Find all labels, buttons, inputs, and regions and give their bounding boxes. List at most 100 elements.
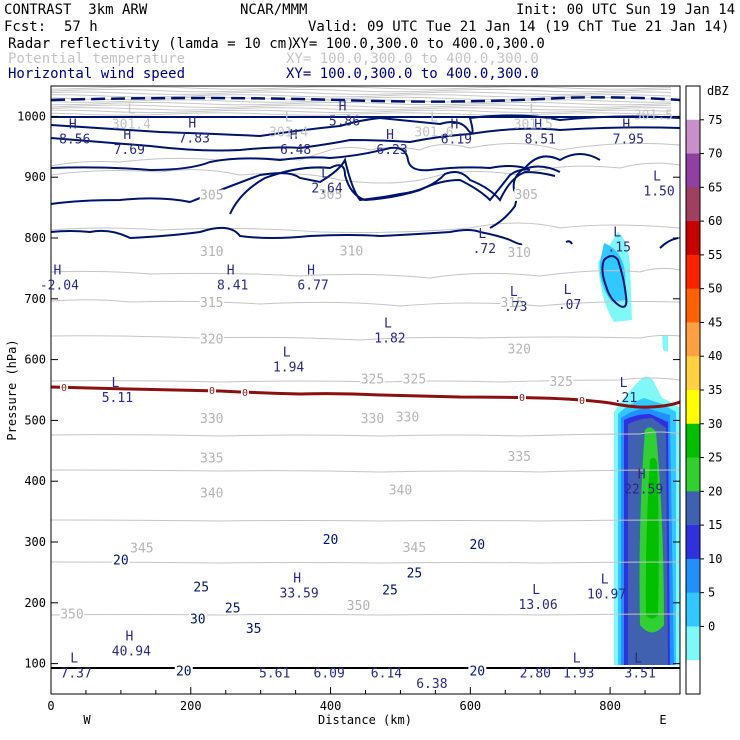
theta-label: 325 [361, 373, 384, 388]
theta-label: 305 [515, 188, 538, 203]
extremum-value: 3.51 [625, 667, 656, 682]
theta-band-line [51, 99, 672, 103]
extremum-value: .73 [504, 300, 527, 315]
theta-extremum-marker: L [285, 110, 293, 125]
colorbar-label: 30 [708, 417, 722, 431]
theta-extremum-marker: L [127, 103, 135, 118]
theta-band-line [51, 104, 672, 108]
theta-label: 340 [200, 486, 223, 501]
colorbar-label: 70 [708, 147, 722, 161]
extremum-value: 13.06 [519, 598, 558, 613]
x-tick-label: 0 [47, 699, 54, 713]
extremum-marker: H [188, 117, 196, 132]
theta-labels: 350 350 345 345 340 340 335 335 330 330 330 325 325 3… [59, 188, 574, 622]
wind-label-bg [468, 539, 487, 552]
wind-label-bg [174, 665, 193, 678]
zero-degree-line [51, 385, 680, 409]
extremum-value: 10.97 [587, 588, 626, 603]
theta-label: 325 [403, 373, 426, 388]
extremum-marker: L [111, 376, 119, 391]
wind-label: 25 [225, 601, 241, 616]
theta-label-bg [199, 333, 224, 346]
colorbar-title: dBZ [707, 84, 729, 98]
colorbar-label: 15 [708, 518, 722, 532]
extremum-value: .15 [607, 240, 630, 255]
extremum-value: 8.51 [525, 133, 556, 148]
title-center: NCAR/MMM [240, 2, 308, 18]
theta-band-line [51, 101, 672, 106]
wind-label: 20 [469, 538, 485, 553]
colorbar-label: 65 [708, 180, 722, 194]
colorbar-segment [686, 153, 700, 188]
colorbar-segment [686, 390, 700, 425]
theta-label-bg [199, 189, 224, 202]
zero-label: 0 [519, 393, 525, 404]
theta-label-bg [59, 608, 84, 621]
extremum-marker: H [386, 128, 394, 143]
field-3-name: Horizontal wind speed [8, 66, 186, 82]
extremum-value: 40.94 [112, 645, 151, 660]
wind-label-bg [321, 534, 340, 547]
colorbar-segment [686, 322, 700, 357]
theta-label: 330 [200, 412, 223, 427]
colorbar-segment [686, 356, 700, 391]
theta-band-line [51, 91, 672, 95]
theta-label: 345 [130, 542, 153, 557]
zero-line-labels: 0 0 0 0 0 [60, 382, 586, 407]
theta-label: 330 [361, 412, 384, 427]
zero-label-bg [241, 387, 249, 397]
theta-label-bg [360, 413, 385, 426]
wind-label-bg [188, 613, 207, 626]
theta-label-bg [388, 484, 413, 497]
zero-label: 0 [209, 386, 215, 397]
extremum-value: 7.95 [613, 133, 644, 148]
colorbar-label: 0 [708, 619, 715, 633]
theta-label-bg [339, 245, 364, 258]
theta-label: 335 [200, 452, 223, 467]
extremum-value: 1.50 [643, 184, 674, 199]
theta-label-bg [199, 246, 224, 259]
theta-label: 310 [200, 245, 223, 260]
theta-label-bg [199, 487, 224, 500]
colorbar-segment [686, 86, 700, 121]
wind-label: 35 [246, 622, 262, 637]
theta-label-bg [199, 452, 224, 465]
colorbar-label: 75 [708, 113, 722, 127]
wind-label-bg [244, 622, 263, 635]
extremum-marker: H [534, 118, 542, 133]
wind-label-bg [223, 602, 242, 615]
colorbar-segment [686, 423, 700, 459]
theta-dense-top-band [51, 86, 680, 118]
extremum-value: -2.04 [40, 279, 79, 294]
wind-labels: 20 20 35 30 25 25 25 25 20 20 20 [111, 533, 487, 680]
field-2-name: Potential temperature [8, 51, 186, 67]
wind-label-bg [111, 554, 130, 567]
theta-label: 320 [508, 342, 531, 357]
extremum-marker: H [339, 99, 347, 114]
theta-band-line [51, 112, 672, 116]
theta-label: 310 [340, 244, 363, 259]
theta-label-bg [318, 188, 343, 201]
theta-label: 310 [508, 246, 531, 261]
extremum-value: 1.94 [273, 361, 304, 376]
extremum-value: 7.37 [61, 667, 92, 682]
theta-label: 315 [200, 296, 223, 311]
colorbar-label: 55 [708, 248, 722, 262]
extremum-marker: L [653, 169, 661, 184]
theta-label-bg [402, 373, 427, 386]
colorbar-segment [686, 254, 700, 290]
zero-label: 0 [242, 388, 248, 399]
zero-label-bg [208, 385, 216, 395]
theta-label-bg [402, 542, 427, 555]
y-tick-label: 600 [24, 353, 46, 367]
wind-speed-contours [51, 114, 680, 308]
y-tick-label: 400 [24, 474, 46, 488]
wind-label: 20 [323, 533, 339, 548]
theta-band-line [51, 88, 672, 93]
extremum-marker: L [564, 283, 572, 298]
theta-label: 315 [501, 296, 524, 311]
field-3-xy: XY= 100.0,300.0 to 400.0,300.0 [286, 66, 539, 82]
wind-label: 20 [469, 665, 485, 680]
colorbar-label: 45 [708, 315, 722, 329]
